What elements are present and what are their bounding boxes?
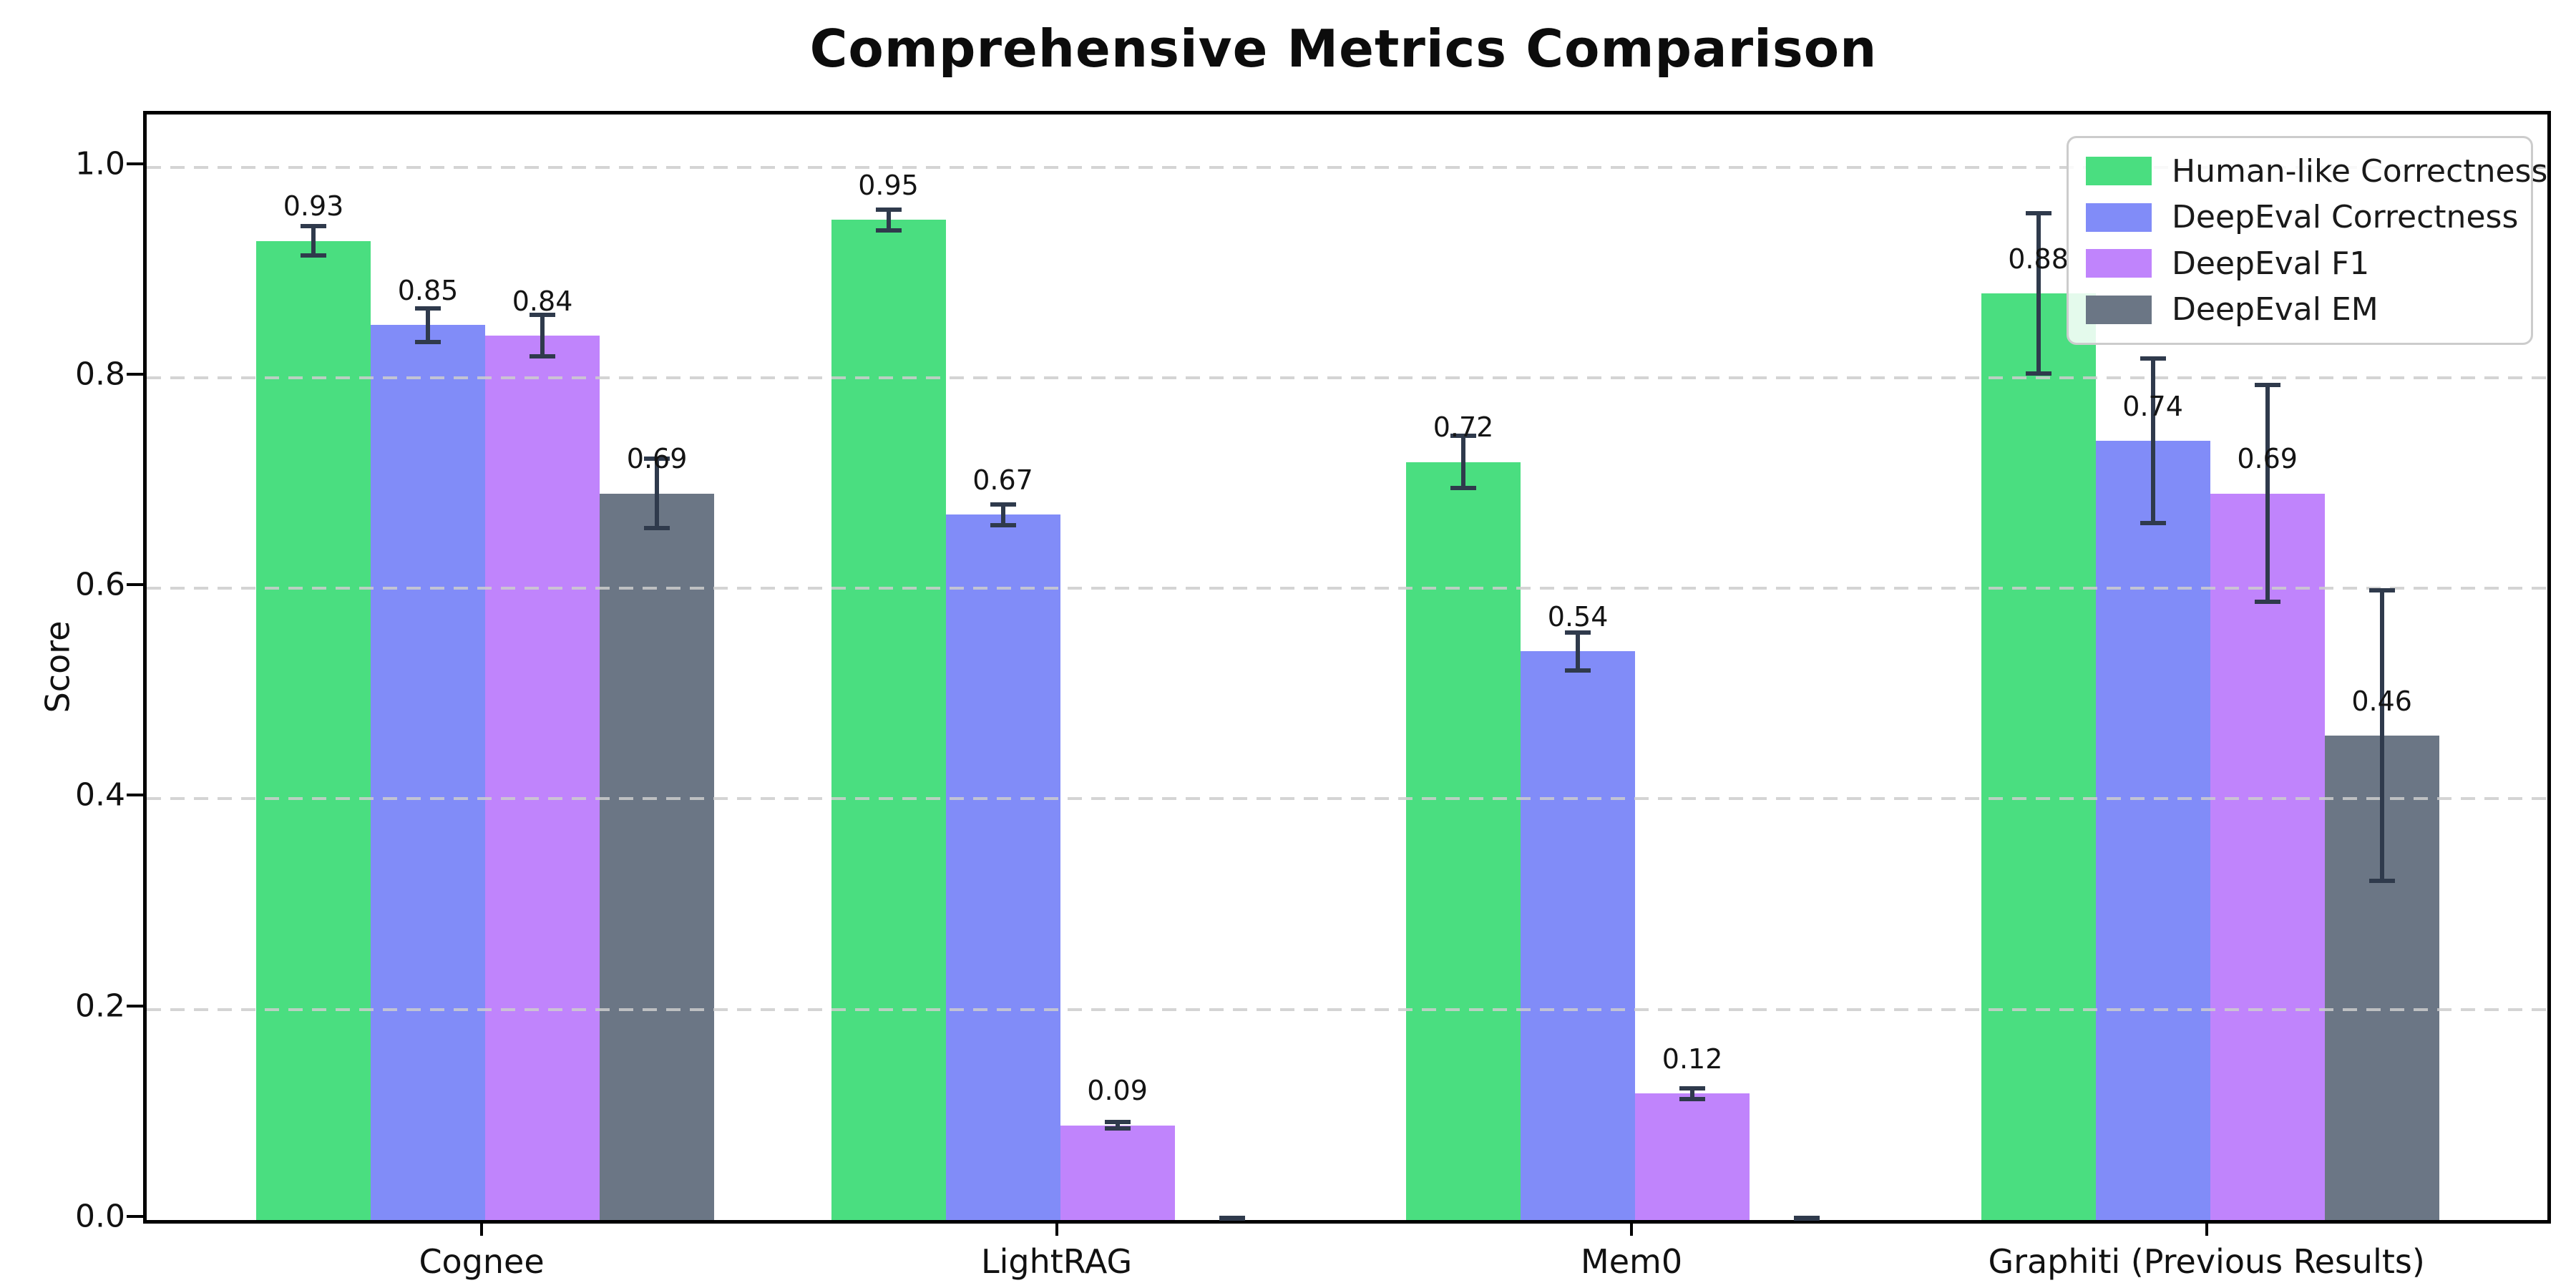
x-tick-mark [2205,1220,2208,1236]
error-bar [2025,211,2051,376]
legend-label: Human-like Correctness [2172,152,2548,190]
bar-deepeval-correctness-lightrag [945,514,1060,1220]
error-bar [2368,588,2395,884]
error-bar [2140,356,2166,525]
y-tick-label-0.2: 0.2 [75,987,125,1025]
legend: Human-like Correctness DeepEval Correctne… [2067,136,2547,345]
legend-swatch [2086,295,2152,324]
bar-value-label: 0.12 [1662,1043,1723,1075]
legend-label: DeepEval F1 [2172,245,2370,282]
error-bar [1104,1120,1131,1131]
bar-deepeval-f1-mem0 [1635,1093,1750,1220]
y-axis-label: Score [38,620,77,713]
legend-item-deepeval-em: DeepEval EM [2086,291,2514,328]
y-tick-mark [127,794,143,797]
bar-value-label: 0.85 [397,274,459,306]
error-bar [875,207,902,233]
error-bar [301,224,326,258]
error-bar [1219,1216,1245,1221]
bar-human-like-correctness-lightrag [831,220,946,1220]
bar-human-like-correctness-graphiti-previous-results- [1981,293,2096,1220]
y-tick-mark [127,1004,143,1008]
legend-swatch [2086,203,2152,232]
error-bar [2254,383,2280,605]
x-tick-mark [1055,1220,1058,1236]
bar-value-label: 0.46 [2351,685,2412,717]
x-tick-label-mem0: Mem0 [1581,1242,1683,1281]
y-tick-label-1.0: 1.0 [75,145,125,182]
y-tick-label-0.8: 0.8 [75,356,125,393]
bar-human-like-correctness-mem0 [1406,462,1521,1220]
chart-title: Comprehensive Metrics Comparison [809,19,1878,79]
error-bar [530,312,556,359]
legend-item-deepeval-correctness: DeepEval Correctness [2086,199,2518,235]
y-tick-mark [127,1215,143,1218]
bar-value-label: 0.67 [972,464,1033,496]
bar-value-label: 0.72 [1433,411,1494,444]
error-bar [1679,1086,1706,1101]
bar-human-like-correctness-cognee [255,240,371,1220]
y-tick-label-0.6: 0.6 [75,566,125,603]
error-bar [415,306,441,344]
error-bar [1450,433,1477,491]
bar-value-label: 0.93 [283,190,344,223]
bar-deepeval-f1-graphiti-previous-results- [2210,493,2325,1220]
bar-value-label: 0.09 [1087,1075,1148,1107]
x-tick-mark [480,1220,484,1236]
bar-value-label: 0.95 [858,169,919,201]
bar-value-label: 0.74 [2122,390,2183,422]
legend-label: DeepEval Correctness [2172,199,2519,236]
bar-deepeval-em-cognee [600,493,715,1220]
error-bar [1794,1216,1820,1221]
bar-deepeval-f1-lightrag [1060,1125,1175,1220]
bar-value-label: 0.54 [1547,600,1609,633]
bar-value-label: 0.84 [512,285,573,317]
y-tick-mark [127,372,143,376]
y-tick-mark [127,583,143,587]
bar-deepeval-correctness-mem0 [1521,651,1636,1220]
error-bar [1565,630,1591,673]
legend-label: DeepEval EM [2172,291,2379,328]
error-bar [990,502,1016,527]
bar-value-label: 0.69 [2237,443,2298,475]
y-tick-label-0.0: 0.0 [75,1198,125,1235]
legend-swatch [2086,249,2152,278]
x-tick-mark [1630,1220,1634,1236]
bar-deepeval-correctness-graphiti-previous-results- [2095,441,2210,1220]
legend-swatch [2086,157,2152,186]
bar-deepeval-correctness-cognee [371,325,486,1220]
bar-value-label: 0.69 [626,443,688,475]
bar-value-label: 0.88 [2008,243,2069,275]
legend-item-human-like-correctness: Human-like Correctness [2086,153,2547,190]
x-tick-label-lightrag: LightRAG [980,1242,1133,1281]
x-tick-label-graphiti-previous-results-: Graphiti (Previous Results) [1988,1242,2425,1281]
x-tick-label-cognee: Cognee [419,1242,545,1281]
bar-deepeval-f1-cognee [485,336,600,1220]
error-bar [644,457,670,531]
y-tick-mark [127,162,143,165]
legend-item-deepeval-f1: DeepEval F1 [2086,245,2514,282]
y-tick-label-0.4: 0.4 [75,776,125,814]
